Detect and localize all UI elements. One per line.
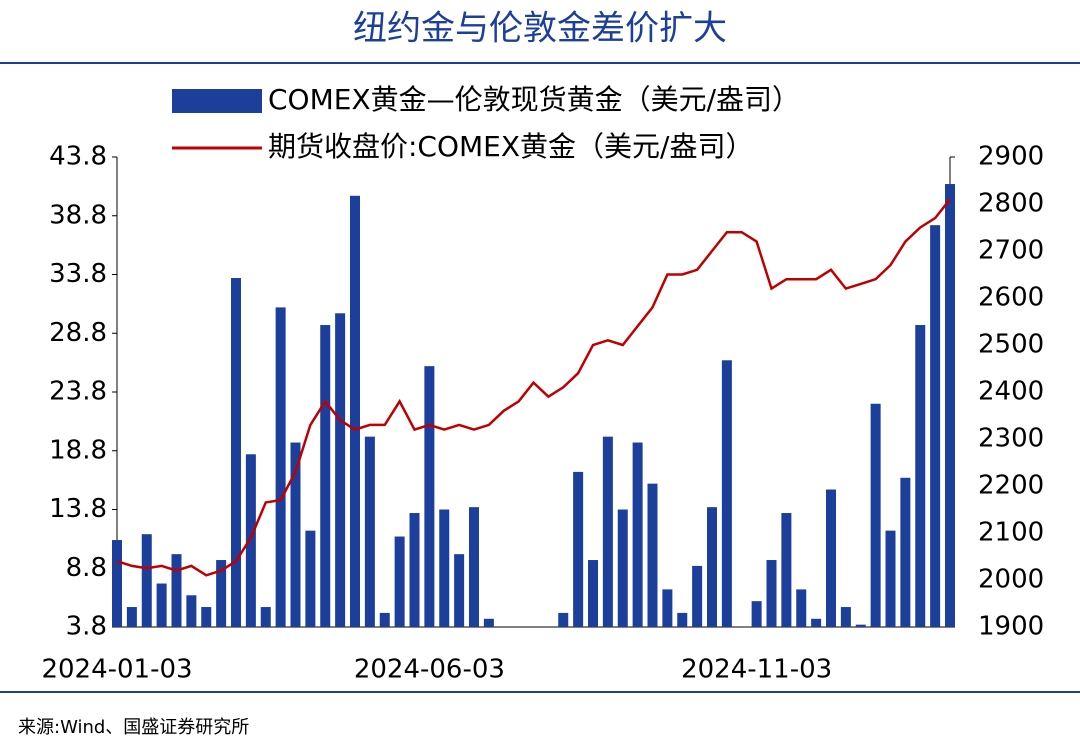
y2-tick-label: 2200	[978, 471, 1044, 501]
x-tick-label: 2024-06-03	[354, 655, 505, 685]
bar	[394, 536, 405, 627]
bar	[335, 313, 346, 627]
y-tick-label: 38.8	[49, 200, 107, 230]
bar	[379, 612, 390, 627]
legend-swatch	[172, 89, 262, 113]
bar	[840, 607, 851, 627]
bar	[558, 612, 569, 627]
y-tick-label: 33.8	[49, 259, 107, 289]
y2-tick-label: 2800	[978, 189, 1044, 219]
y-tick-label: 8.8	[66, 553, 107, 583]
y2-tick-label: 2300	[978, 424, 1044, 454]
bar	[647, 483, 658, 627]
y-tick-label: 23.8	[49, 377, 107, 407]
bar	[409, 513, 420, 627]
bar	[454, 554, 465, 627]
x-tick-label: 2024-11-03	[681, 655, 832, 685]
bar	[751, 601, 762, 627]
bar	[930, 225, 941, 627]
y-tick-label: 28.8	[49, 318, 107, 348]
bar	[439, 509, 450, 627]
bar	[617, 509, 628, 627]
y-tick-label: 18.8	[49, 435, 107, 465]
y2-tick-label: 2000	[978, 565, 1044, 595]
y2-tick-label: 2400	[978, 377, 1044, 407]
y2-tick-label: 1900	[978, 612, 1044, 642]
bar	[885, 530, 896, 627]
bar	[588, 560, 598, 627]
bar	[692, 565, 703, 627]
chart-title: 纽约金与伦敦金差价扩大	[353, 9, 727, 49]
bar	[662, 589, 673, 627]
bar	[126, 607, 137, 627]
bar	[483, 618, 494, 627]
bar	[275, 307, 286, 627]
bar	[781, 513, 792, 627]
bar	[216, 560, 227, 627]
bar	[350, 195, 360, 627]
x-tick-label: 2024-01-03	[41, 655, 192, 685]
bar	[320, 325, 331, 627]
y2-tick-label: 2500	[978, 330, 1044, 360]
bar	[855, 624, 866, 627]
bar	[171, 554, 182, 627]
bar	[112, 540, 122, 627]
bar	[826, 489, 836, 627]
bar	[796, 589, 807, 627]
bar	[231, 278, 241, 627]
bar	[945, 184, 955, 627]
bar	[201, 607, 212, 627]
y2-tick-label: 2600	[978, 283, 1044, 313]
bar	[766, 560, 777, 627]
y-tick-label: 13.8	[49, 494, 107, 524]
bar	[305, 530, 316, 627]
bar	[602, 436, 613, 627]
bar	[632, 442, 643, 627]
bar	[156, 583, 167, 627]
y-tick-label: 3.8	[66, 612, 107, 642]
bar	[424, 366, 435, 627]
y-tick-label: 43.8	[49, 142, 107, 172]
bar	[364, 436, 375, 627]
bar	[186, 595, 197, 627]
bar	[870, 403, 881, 627]
bar	[573, 471, 584, 627]
bar	[707, 507, 717, 627]
y2-tick-label: 2100	[978, 518, 1044, 548]
bar	[677, 612, 688, 627]
bar	[245, 454, 256, 627]
bar	[141, 534, 152, 627]
source-note: 来源:Wind、国盛证券研究所	[18, 717, 249, 738]
legend-label: COMEX黄金—伦敦现货黄金（美元/盎司）	[268, 83, 800, 116]
bar	[900, 477, 911, 627]
bar	[721, 360, 732, 627]
bar	[469, 507, 479, 627]
y2-tick-label: 2700	[978, 236, 1044, 266]
y2-tick-label: 2900	[978, 142, 1044, 172]
bar	[915, 325, 926, 627]
legend-label: 期货收盘价:COMEX黄金（美元/盎司）	[268, 130, 754, 163]
bar	[260, 607, 271, 627]
bar	[290, 442, 301, 627]
line	[116, 198, 951, 577]
bar	[811, 618, 822, 627]
